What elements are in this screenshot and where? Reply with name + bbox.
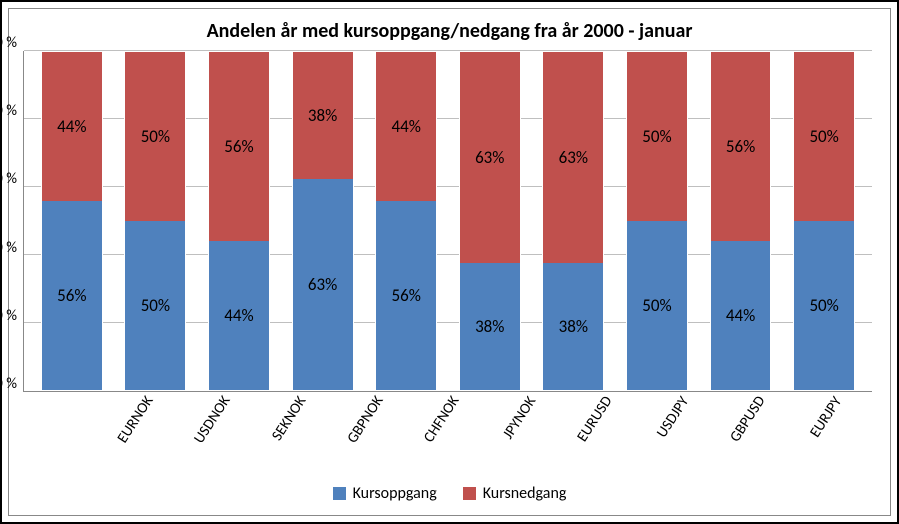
x-tick-label: EURJPY: [790, 392, 867, 478]
legend-swatch: [333, 487, 346, 500]
bar-segment-kursoppgang: 44%: [710, 241, 772, 391]
legend-swatch: [463, 487, 476, 500]
bar-column: 50%50%: [782, 51, 866, 391]
bar-column: 44%56%: [364, 51, 448, 391]
legend-item-kursoppgang: Kursoppgang: [333, 484, 437, 503]
stacked-bar: 50%50%: [793, 51, 855, 391]
legend-item-kursnedgang: Kursnedgang: [463, 484, 567, 503]
bar-segment-kursoppgang: 56%: [375, 201, 437, 391]
bar-column: 50%50%: [114, 51, 198, 391]
legend: Kursoppgang Kursnedgang: [9, 478, 890, 515]
bar-column: 38%63%: [281, 51, 365, 391]
x-axis: EURNOKUSDNOKSEKNOKGBPNOKCHFNOKJPYNOKEURU…: [9, 392, 890, 478]
x-labels: EURNOKUSDNOKSEKNOKGBPNOKCHFNOKJPYNOKEURU…: [95, 392, 872, 478]
chart-inner: Andelen år med kursoppgang/nedgang fra å…: [8, 8, 891, 516]
x-tick-label: GBPUSD: [713, 392, 790, 478]
stacked-bar: 44%56%: [41, 51, 103, 391]
bar-column: 56%44%: [699, 51, 783, 391]
stacked-bar: 50%50%: [626, 51, 688, 391]
plot-wrap: 100,00 % 80,00 % 60,00 % 40,00 % 20,00 %…: [9, 47, 890, 392]
bars-container: 44%56%50%50%56%44%38%63%44%56%63%38%63%3…: [24, 51, 872, 391]
bar-segment-kursoppgang: 50%: [626, 221, 688, 391]
stacked-bar: 44%56%: [375, 51, 437, 391]
x-tick-label: CHFNOK: [407, 392, 484, 478]
bar-segment-kursnedgang: 63%: [542, 51, 604, 263]
x-tick-label: USDJPY: [637, 392, 714, 478]
bar-segment-kursnedgang: 44%: [41, 51, 103, 201]
stacked-bar: 56%44%: [208, 51, 270, 391]
bar-segment-kursnedgang: 56%: [208, 51, 270, 241]
plot-area: 44%56%50%50%56%44%38%63%44%56%63%38%63%3…: [23, 51, 872, 392]
bar-segment-kursnedgang: 50%: [793, 51, 855, 221]
stacked-bar: 50%50%: [124, 51, 186, 391]
chart-frame: Andelen år med kursoppgang/nedgang fra å…: [0, 0, 899, 524]
chart-title: Andelen år med kursoppgang/nedgang fra å…: [9, 9, 890, 47]
bar-column: 50%50%: [615, 51, 699, 391]
x-tick-label: SEKNOK: [254, 392, 331, 478]
bar-segment-kursoppgang: 44%: [208, 241, 270, 391]
x-tick-label: JPYNOK: [484, 392, 561, 478]
legend-label: Kursnedgang: [483, 484, 567, 503]
stacked-bar: 38%63%: [292, 51, 354, 391]
x-tick-label: USDNOK: [178, 392, 255, 478]
bar-column: 44%56%: [30, 51, 114, 391]
bar-column: 63%38%: [532, 51, 616, 391]
bar-segment-kursnedgang: 63%: [459, 51, 521, 263]
x-tick-label: GBPNOK: [331, 392, 408, 478]
bar-segment-kursnedgang: 50%: [626, 51, 688, 221]
bar-segment-kursoppgang: 63%: [292, 179, 354, 391]
stacked-bar: 63%38%: [542, 51, 604, 391]
bar-segment-kursoppgang: 38%: [459, 263, 521, 391]
legend-label: Kursoppgang: [353, 484, 437, 503]
bar-column: 56%44%: [197, 51, 281, 391]
bar-segment-kursnedgang: 44%: [375, 51, 437, 201]
bar-segment-kursoppgang: 50%: [124, 221, 186, 391]
bar-segment-kursnedgang: 56%: [710, 51, 772, 241]
bar-segment-kursnedgang: 38%: [292, 51, 354, 179]
stacked-bar: 56%44%: [710, 51, 772, 391]
x-tick-label: EURUSD: [560, 392, 637, 478]
bar-segment-kursnedgang: 50%: [124, 51, 186, 221]
bar-column: 63%38%: [448, 51, 532, 391]
stacked-bar: 63%38%: [459, 51, 521, 391]
x-tick-label: EURNOK: [101, 392, 178, 478]
bar-segment-kursoppgang: 56%: [41, 201, 103, 391]
bar-segment-kursoppgang: 50%: [793, 221, 855, 391]
bar-segment-kursoppgang: 38%: [542, 263, 604, 391]
